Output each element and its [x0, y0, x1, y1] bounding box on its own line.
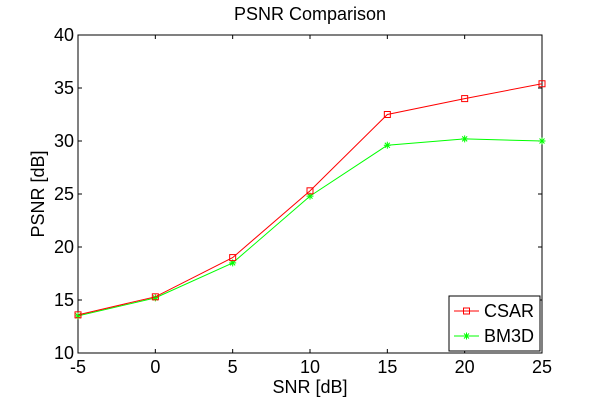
legend-item-bm3d: BM3D	[454, 326, 534, 346]
data-point-csar	[74, 311, 82, 319]
y-tick-label: 30	[54, 131, 74, 151]
legend-label-csar: CSAR	[484, 301, 534, 321]
x-tick-label: 20	[455, 357, 475, 377]
data-point-bm3d	[74, 312, 82, 320]
data-point-csar	[151, 293, 159, 301]
series-bm3d	[74, 135, 546, 320]
x-tick-label: -5	[70, 357, 86, 377]
y-tick-label: 25	[54, 184, 74, 204]
chart-title: PSNR Comparison	[234, 4, 386, 24]
x-tick-label: 5	[228, 357, 238, 377]
legend-label-bm3d: BM3D	[484, 326, 534, 346]
legend-item-csar: CSAR	[454, 301, 534, 321]
data-point-csar	[461, 95, 469, 103]
data-point-csar	[538, 80, 546, 88]
series-csar	[74, 80, 546, 319]
y-axis-label: PSNR [dB]	[28, 150, 48, 237]
legend: CSAR BM3D	[448, 295, 541, 352]
data-point-bm3d	[383, 141, 391, 149]
x-tick-label: 15	[377, 357, 397, 377]
x-tick-label: 25	[532, 357, 552, 377]
legend-box	[448, 295, 541, 352]
y-tick-label: 10	[54, 343, 74, 363]
x-axis-label: SNR [dB]	[272, 377, 347, 397]
legend-marker-bm3d	[463, 332, 470, 340]
x-tick-label: 10	[300, 357, 320, 377]
y-tick-label: 35	[54, 78, 74, 98]
series-line-csar	[77, 83, 543, 316]
data-point-bm3d	[306, 192, 314, 200]
data-point-bm3d	[461, 135, 469, 143]
series-layer	[74, 80, 546, 320]
data-point-csar	[229, 254, 237, 262]
axis-ticks: -5 0 5 10 15 20 25 10 15 20 25 30 35 40	[54, 25, 552, 377]
data-point-csar	[383, 111, 391, 118]
y-tick-label: 20	[54, 237, 74, 257]
legend-marker-csar	[463, 307, 470, 315]
y-tick-label: 40	[54, 25, 74, 45]
data-point-csar	[306, 187, 314, 195]
x-tick-label: 0	[150, 357, 160, 377]
data-point-bm3d	[538, 137, 546, 145]
y-tick-label: 15	[54, 290, 74, 310]
